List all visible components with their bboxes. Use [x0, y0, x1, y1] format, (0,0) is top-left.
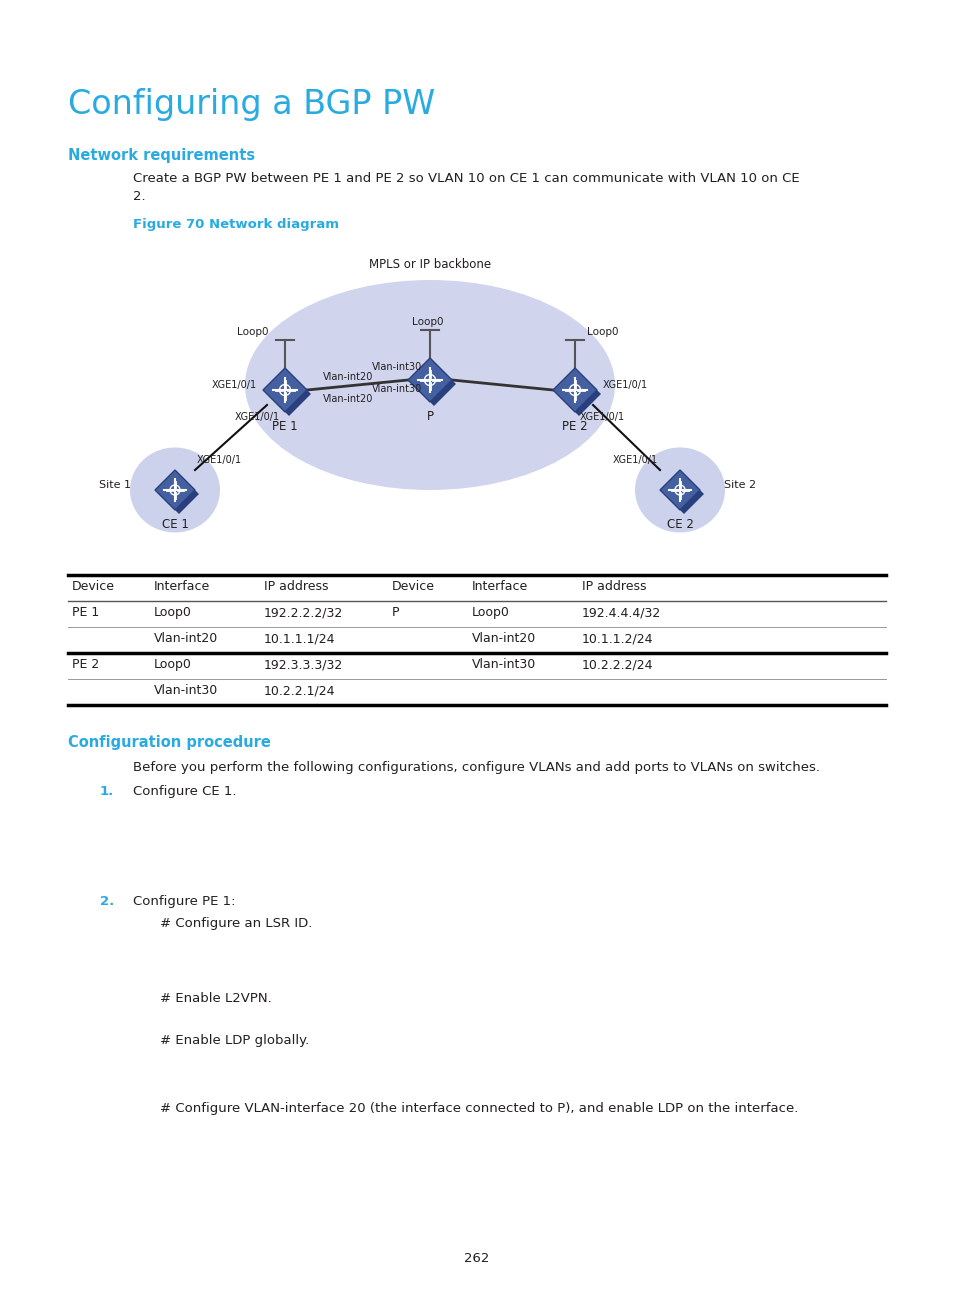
Text: Site 2: Site 2	[723, 480, 756, 490]
Text: IP address: IP address	[581, 581, 646, 594]
Text: XGE1/0/1: XGE1/0/1	[602, 380, 647, 390]
Text: 10.2.2.2/24: 10.2.2.2/24	[581, 658, 653, 671]
Text: Create a BGP PW between PE 1 and PE 2 so VLAN 10 on CE 1 can communicate with VL: Create a BGP PW between PE 1 and PE 2 so…	[132, 172, 799, 185]
Text: PE 1: PE 1	[71, 607, 99, 619]
Text: Configure PE 1:: Configure PE 1:	[132, 896, 235, 908]
Text: # Enable LDP globally.: # Enable LDP globally.	[160, 1034, 309, 1047]
Text: XGE1/0/1: XGE1/0/1	[212, 380, 256, 390]
Text: 2.: 2.	[132, 191, 146, 203]
Text: Device: Device	[71, 581, 115, 594]
Text: Vlan-int30: Vlan-int30	[372, 384, 421, 394]
Polygon shape	[408, 358, 452, 402]
Text: Configure CE 1.: Configure CE 1.	[132, 785, 236, 798]
Text: 192.2.2.2/32: 192.2.2.2/32	[264, 607, 343, 619]
Polygon shape	[553, 368, 597, 412]
Text: Vlan-int20: Vlan-int20	[472, 632, 536, 645]
Text: XGE1/0/1: XGE1/0/1	[234, 412, 280, 422]
Text: Vlan-int30: Vlan-int30	[472, 658, 536, 671]
Text: MPLS or IP backbone: MPLS or IP backbone	[369, 258, 491, 271]
Polygon shape	[154, 470, 194, 511]
Text: PE 2: PE 2	[71, 658, 99, 671]
Text: Vlan-int30: Vlan-int30	[372, 362, 421, 372]
Text: 262: 262	[464, 1252, 489, 1265]
Text: 10.1.1.2/24: 10.1.1.2/24	[581, 632, 653, 645]
Text: Site 1: Site 1	[99, 480, 131, 490]
Text: 10.2.2.1/24: 10.2.2.1/24	[264, 684, 335, 697]
Text: 2.: 2.	[100, 896, 114, 908]
Text: Configuring a BGP PW: Configuring a BGP PW	[68, 88, 435, 121]
Text: PE 2: PE 2	[561, 420, 587, 433]
Text: XGE1/0/1: XGE1/0/1	[579, 412, 624, 422]
Text: CE 1: CE 1	[161, 518, 189, 531]
Polygon shape	[575, 390, 600, 416]
Text: Loop0: Loop0	[153, 658, 192, 671]
Text: CE 2: CE 2	[666, 518, 693, 531]
Text: Loop0: Loop0	[472, 607, 509, 619]
Text: Network requirements: Network requirements	[68, 148, 254, 163]
Text: Vlan-int30: Vlan-int30	[153, 684, 218, 697]
Polygon shape	[575, 368, 600, 394]
Text: # Configure an LSR ID.: # Configure an LSR ID.	[160, 918, 312, 931]
Text: Vlan-int20: Vlan-int20	[323, 372, 373, 382]
Polygon shape	[679, 470, 703, 494]
Polygon shape	[285, 390, 311, 416]
Ellipse shape	[130, 447, 220, 533]
Text: XGE1/0/1: XGE1/0/1	[196, 455, 242, 465]
Text: Interface: Interface	[153, 581, 210, 594]
Text: Before you perform the following configurations, configure VLANs and add ports t: Before you perform the following configu…	[132, 761, 820, 774]
Text: # Configure VLAN-interface 20 (the interface connected to P), and enable LDP on : # Configure VLAN-interface 20 (the inter…	[160, 1102, 798, 1115]
Polygon shape	[659, 470, 700, 511]
Text: Loop0: Loop0	[412, 318, 443, 327]
Text: Device: Device	[392, 581, 435, 594]
Polygon shape	[430, 380, 456, 406]
Text: Configuration procedure: Configuration procedure	[68, 735, 271, 750]
Text: Loop0: Loop0	[237, 327, 269, 337]
Text: Vlan-int20: Vlan-int20	[153, 632, 218, 645]
Text: P: P	[392, 607, 399, 619]
Polygon shape	[679, 490, 703, 515]
Text: 192.3.3.3/32: 192.3.3.3/32	[264, 658, 343, 671]
Text: XGE1/0/1: XGE1/0/1	[612, 455, 658, 465]
Text: Loop0: Loop0	[153, 607, 192, 619]
Text: Loop0: Loop0	[587, 327, 618, 337]
Text: Vlan-int20: Vlan-int20	[323, 394, 373, 404]
Ellipse shape	[245, 280, 615, 490]
Text: 10.1.1.1/24: 10.1.1.1/24	[264, 632, 335, 645]
Text: 192.4.4.4/32: 192.4.4.4/32	[581, 607, 660, 619]
Text: # Enable L2VPN.: # Enable L2VPN.	[160, 991, 272, 1004]
Polygon shape	[430, 358, 456, 384]
Polygon shape	[174, 470, 199, 494]
Ellipse shape	[635, 447, 724, 533]
Text: IP address: IP address	[264, 581, 328, 594]
Text: PE 1: PE 1	[272, 420, 297, 433]
Text: Figure 70 Network diagram: Figure 70 Network diagram	[132, 218, 338, 231]
Polygon shape	[263, 368, 307, 412]
Polygon shape	[174, 490, 199, 515]
Polygon shape	[285, 368, 311, 394]
Text: 1.: 1.	[100, 785, 114, 798]
Text: P: P	[426, 410, 433, 422]
Text: Interface: Interface	[472, 581, 528, 594]
